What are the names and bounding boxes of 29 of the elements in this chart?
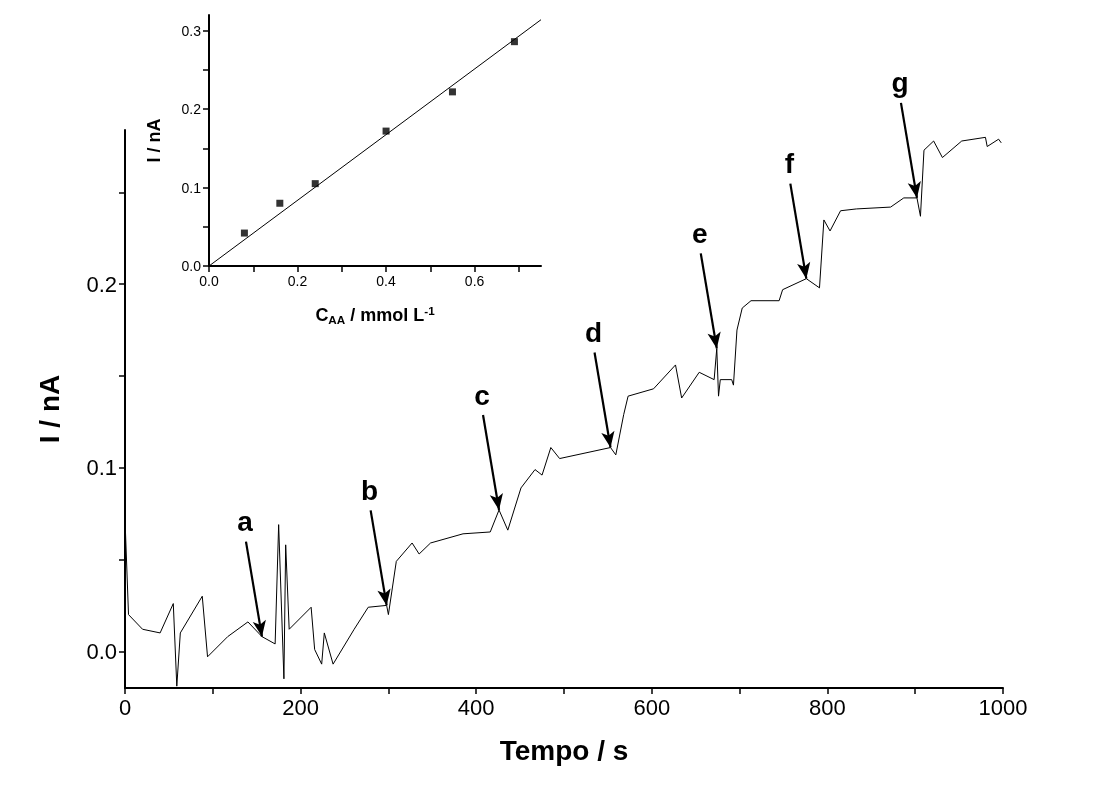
x-tick-label: 0.4	[376, 273, 397, 289]
y-tick-label: 0.0	[86, 638, 117, 664]
x-axis-title: Tempo / s	[499, 734, 629, 766]
point	[448, 88, 456, 96]
y-axis-title: I / nA	[33, 374, 65, 444]
y-tick-label: 0.1	[86, 455, 117, 481]
y-tick-label: 0.1	[181, 179, 202, 196]
point	[276, 199, 284, 207]
point	[240, 229, 248, 237]
x-tick-label: 0.2	[287, 273, 308, 289]
annotation: f	[784, 148, 795, 180]
y-axis-title: I / nA	[144, 118, 164, 163]
x-tick-label: 0.6	[464, 273, 485, 289]
annotation: e	[691, 218, 708, 250]
annotation: c	[474, 379, 490, 411]
annotation: g	[891, 67, 909, 99]
x-tick-label: 800	[809, 694, 846, 720]
x-tick-label: 600	[633, 694, 671, 720]
x-tick-label: 0	[118, 694, 132, 720]
x-tick-label: 1000	[978, 694, 1028, 720]
x-tick-label: 400	[457, 694, 495, 720]
annotation: b	[361, 474, 379, 506]
y-tick-label: 0.0	[181, 258, 202, 274]
annotation: a	[237, 506, 254, 538]
x-tick-label: 0.0	[199, 273, 219, 289]
y-tick-label: 0.3	[181, 22, 202, 39]
x-tick-label: 200	[282, 694, 319, 720]
annotation: d	[584, 317, 603, 349]
y-tick-label: 0.2	[181, 101, 202, 118]
